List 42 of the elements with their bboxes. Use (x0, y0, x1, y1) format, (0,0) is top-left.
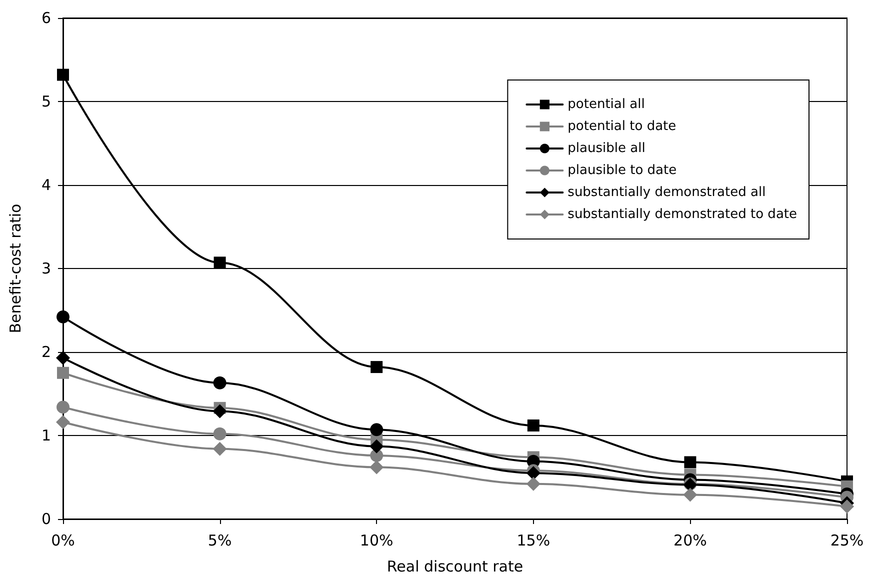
legend-label: potential all (568, 97, 645, 112)
legend-label: potential to date (568, 119, 676, 134)
point (213, 376, 226, 390)
point (214, 256, 226, 269)
y-tick-label: 2 (41, 343, 51, 361)
y-tick-label: 6 (41, 9, 51, 27)
point (57, 366, 69, 379)
x-axis-title: Real discount rate (386, 558, 524, 576)
legend-label: plausible to date (568, 163, 677, 178)
x-tick-label: 0% (51, 532, 75, 550)
point (683, 488, 698, 502)
point (526, 476, 540, 491)
y-tick-label: 5 (41, 92, 51, 110)
y-tick-label: 1 (41, 426, 51, 444)
point (370, 460, 384, 474)
point (840, 499, 854, 514)
legend-label: plausible all (568, 141, 646, 156)
point (56, 350, 70, 365)
x-tick-label: 5% (208, 532, 232, 550)
y-tick-label: 3 (41, 260, 51, 278)
x-tick-label: 25% (830, 532, 864, 550)
point (527, 419, 540, 432)
legend-label: substantially demonstrated all (568, 185, 766, 200)
point (57, 68, 69, 81)
y-tick-label: 0 (41, 510, 51, 528)
legend-label: substantially demonstrated to date (568, 207, 797, 222)
point (370, 423, 384, 436)
point (56, 415, 70, 430)
point (370, 361, 383, 374)
point (684, 456, 696, 468)
point (212, 442, 227, 456)
point (212, 404, 227, 418)
point (526, 466, 540, 480)
y-tick-label: 4 (41, 176, 51, 194)
x-tick-label: 15% (516, 532, 550, 550)
point (56, 310, 70, 324)
point (56, 400, 70, 414)
point (370, 439, 384, 454)
point (213, 427, 226, 440)
x-tick-label: 10% (360, 532, 394, 550)
x-tick-label: 20% (674, 532, 707, 550)
y-axis-title: Benefit-cost ratio (6, 204, 24, 334)
